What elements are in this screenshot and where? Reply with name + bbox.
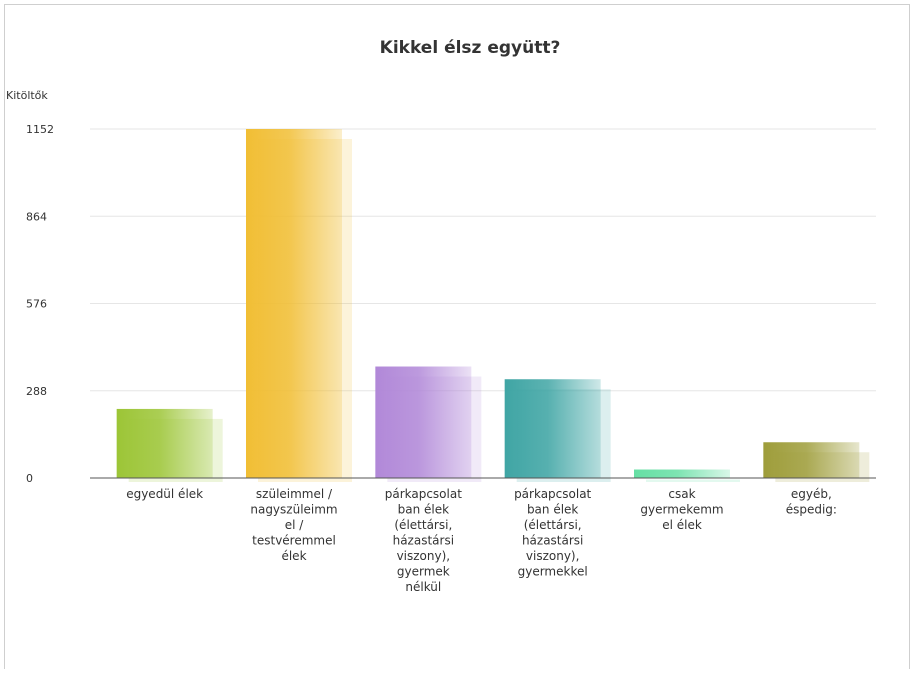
x-tick-label: egyedül élek xyxy=(126,487,203,501)
y-tick-label: 576 xyxy=(26,298,47,311)
bar[interactable] xyxy=(116,408,213,478)
y-tick-labels: 0 288 576 864 1152 xyxy=(26,123,54,485)
gridlines xyxy=(90,128,876,392)
bar[interactable] xyxy=(375,366,472,478)
y-tick-label: 864 xyxy=(26,210,47,223)
y-axis-label: Kitöltők xyxy=(6,89,48,102)
chart-title: Kikkel élsz együtt? xyxy=(380,38,561,58)
chart-frame xyxy=(4,4,910,669)
bar[interactable] xyxy=(763,442,860,478)
bars xyxy=(116,129,870,482)
bar[interactable] xyxy=(634,469,730,478)
x-tick-label: párkapcsolat ban élek (élettársi, házastárs… xyxy=(514,487,591,579)
bar-shadow xyxy=(646,479,740,482)
bar[interactable] xyxy=(504,379,601,478)
category-labels: egyedül élek szüleimmel / nagyszüleimm el /… xyxy=(126,487,837,594)
y-tick-label: 0 xyxy=(26,472,33,485)
bar[interactable] xyxy=(246,129,342,478)
y-tick-label: 288 xyxy=(26,385,47,398)
y-tick-label: 1152 xyxy=(26,123,54,136)
x-tick-label: párkapcsolat ban élek (élettársi, házastárs… xyxy=(385,487,462,594)
x-tick-label: csak gyermekemm el élek xyxy=(640,487,723,532)
x-tick-label: szüleimmel / nagyszüleimm el / testvéremmel… xyxy=(250,487,337,563)
x-tick-label: egyéb, éspedig: xyxy=(786,487,837,517)
